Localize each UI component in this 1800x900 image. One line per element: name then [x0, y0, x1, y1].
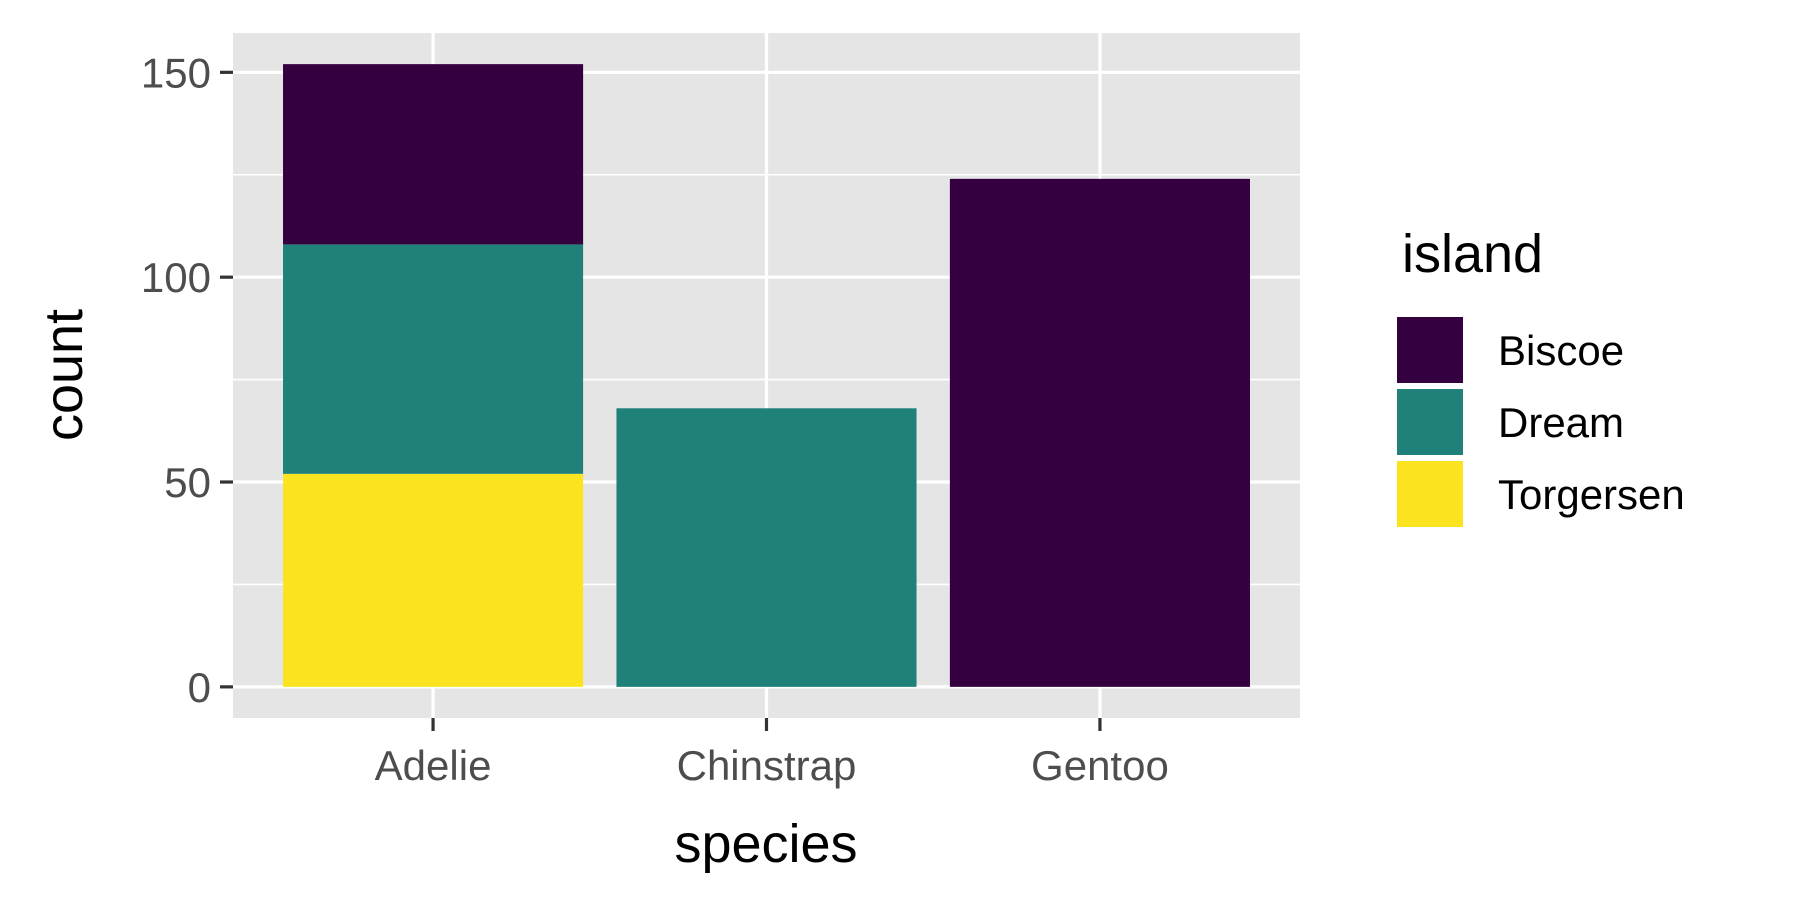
y-axis-title: count [34, 309, 94, 441]
y-axis: 0 50 100 150 [141, 49, 233, 711]
legend-label-biscoe: Biscoe [1498, 327, 1624, 374]
bar-adelie-biscoe [283, 64, 584, 245]
y-tick-label: 100 [141, 254, 211, 301]
legend-label-dream: Dream [1498, 399, 1624, 446]
y-tick-label: 150 [141, 49, 211, 96]
x-tick-label: Chinstrap [677, 742, 857, 789]
legend-key-dream [1395, 387, 1465, 457]
bar-adelie-torgersen [283, 473, 584, 687]
y-tick-label: 50 [164, 459, 211, 506]
y-tick-label: 0 [188, 664, 211, 711]
x-axis-title: species [674, 814, 857, 874]
legend-title: island [1402, 224, 1543, 284]
bar-chinstrap-dream [616, 408, 917, 687]
bars-group [283, 64, 1250, 687]
x-tick-label: Adelie [375, 742, 492, 789]
x-axis: Adelie Chinstrap Gentoo [375, 718, 1169, 789]
bar-adelie-dream [283, 244, 584, 474]
x-tick-label: Gentoo [1031, 742, 1169, 789]
legend-key-biscoe [1395, 315, 1465, 385]
legend-label-torgersen: Torgersen [1498, 471, 1685, 518]
bar-gentoo-biscoe [949, 178, 1250, 687]
legend: island Biscoe Dream Torgersen [1395, 224, 1685, 529]
legend-key-torgersen [1395, 459, 1465, 529]
